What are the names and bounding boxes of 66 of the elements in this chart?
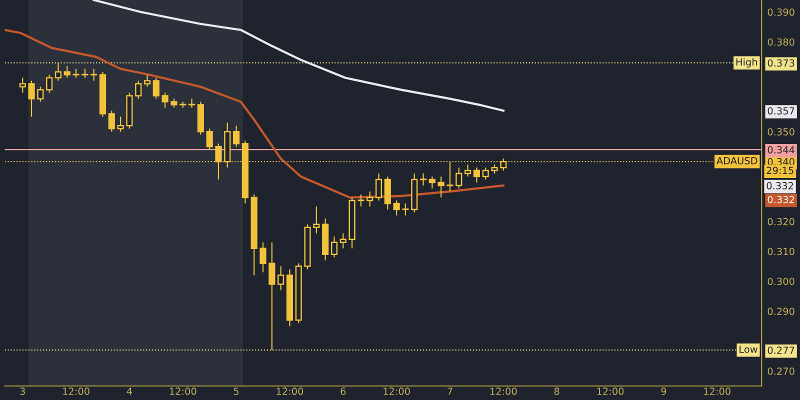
candlestick <box>37 86 44 102</box>
candlestick <box>232 125 240 148</box>
candlestick <box>393 200 400 216</box>
candlestick <box>358 194 364 208</box>
x-tick-label: 5 <box>234 388 239 395</box>
candlestick <box>340 232 346 249</box>
x-tick-label: 4 <box>126 388 132 395</box>
candlestick <box>375 172 382 202</box>
candlestick <box>420 172 427 186</box>
candlestick <box>456 167 462 190</box>
candlestick <box>206 128 213 150</box>
x-tick-label: 3 <box>20 388 25 395</box>
y-tick-label: 0.320 <box>768 218 794 226</box>
y-tick-label: 0.350 <box>768 128 794 136</box>
x-tick-label: 12:00 <box>276 388 304 395</box>
y-tick-label: 0.373 <box>768 59 794 67</box>
y-tick-label: 0.380 <box>768 38 794 46</box>
x-tick-label: 9 <box>661 388 666 395</box>
ref-line-label: ADAUSD <box>716 157 758 164</box>
candlestick <box>152 77 160 100</box>
candlestick <box>268 242 276 351</box>
candlestick <box>402 202 409 216</box>
candlestick <box>90 68 98 82</box>
candlestick <box>117 116 124 132</box>
candlestick <box>366 190 374 208</box>
candlestick <box>135 80 142 100</box>
candlestick <box>464 164 472 178</box>
candlestick <box>384 176 391 210</box>
y-tick-label: 0.344 <box>768 146 794 154</box>
candlestick <box>428 176 436 190</box>
x-tick-label: 8 <box>554 388 560 395</box>
candlestick <box>260 242 266 273</box>
candlestick <box>144 74 151 88</box>
candlestick <box>438 176 444 198</box>
y-tick-label: 0.310 <box>768 248 794 256</box>
x-tick-label: 12:00 <box>170 388 196 395</box>
candlestick <box>473 167 480 184</box>
ref-line-label: High <box>736 58 757 68</box>
y-tick-label: 0.277 <box>768 346 794 354</box>
candlestick <box>330 236 338 258</box>
y-tick-label: 0.290 <box>768 308 794 316</box>
candlestick <box>313 206 320 234</box>
candlestick <box>162 92 168 108</box>
candlestick <box>482 167 489 180</box>
candlestick <box>46 74 53 94</box>
candlestick <box>278 266 284 291</box>
candlestick <box>64 65 70 78</box>
x-tick-label: 12:00 <box>704 388 730 395</box>
y-tick-label: 0.357 <box>768 107 794 115</box>
candlestick <box>19 77 26 94</box>
x-tick-label: 12:00 <box>597 388 624 395</box>
y-tick-label: 0.270 <box>768 368 794 375</box>
y-tick-label: 0.300 <box>768 278 794 286</box>
y-tick-label: 0.332 <box>766 182 793 190</box>
x-tick-label: 12:00 <box>384 388 410 395</box>
candlestick <box>54 62 62 82</box>
y-tick-label: 0.390 <box>768 8 794 16</box>
x-tick-label: 12:00 <box>63 388 90 395</box>
x-tick-label: 6 <box>340 388 346 395</box>
candlestick <box>28 80 35 118</box>
x-tick-label: 7 <box>448 388 452 395</box>
ref-line-label: Low <box>740 346 758 353</box>
candlestick <box>108 110 115 132</box>
candlestick <box>188 98 196 108</box>
text: 29:15 <box>766 166 794 174</box>
x-tick-label: 12:00 <box>490 388 517 395</box>
